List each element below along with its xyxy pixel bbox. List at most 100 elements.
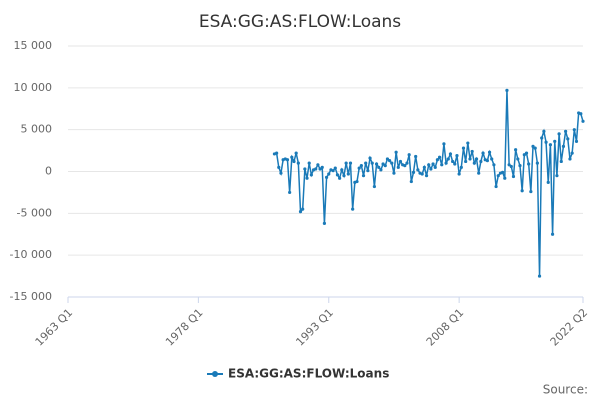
point: [366, 169, 370, 173]
point: [314, 167, 318, 171]
point: [379, 168, 383, 172]
point: [540, 136, 544, 140]
point: [427, 163, 431, 167]
point: [524, 151, 529, 155]
point: [392, 171, 396, 175]
point: [305, 176, 309, 180]
point: [383, 164, 387, 168]
point: [555, 174, 559, 178]
point: [568, 157, 572, 161]
point: [487, 150, 492, 154]
point: [570, 151, 574, 155]
point: [301, 207, 305, 211]
point: [374, 162, 379, 166]
y-tick-label: -15 000: [10, 290, 52, 303]
point: [346, 172, 350, 176]
legend-label: ESA:GG:AS:FLOW:Loans: [228, 367, 389, 381]
point: [448, 152, 453, 156]
point: [377, 165, 381, 169]
point: [470, 149, 474, 154]
point: [559, 159, 563, 164]
point: [285, 158, 290, 162]
point: [537, 274, 542, 278]
point: [275, 151, 279, 155]
point: [527, 162, 531, 166]
point: [298, 210, 303, 214]
point: [307, 161, 311, 165]
point: [292, 159, 296, 164]
point: [481, 151, 485, 155]
point: [566, 137, 570, 141]
point: [390, 161, 394, 165]
point: [316, 163, 320, 167]
point: [553, 139, 557, 143]
point: [405, 161, 409, 165]
point: [351, 207, 355, 211]
point: [327, 172, 331, 176]
point: [531, 144, 535, 148]
x-tick-label: 2008 Q1: [424, 306, 467, 349]
point: [416, 168, 420, 172]
point: [340, 168, 344, 172]
point: [414, 154, 418, 159]
point: [342, 174, 346, 178]
point: [516, 157, 520, 161]
point: [348, 161, 353, 165]
point: [546, 180, 550, 184]
point: [514, 148, 518, 152]
point: [490, 157, 494, 161]
point: [431, 162, 435, 166]
point: [361, 174, 366, 178]
point: [446, 157, 450, 161]
chart-title: ESA:GG:AS:FLOW:Loans: [199, 12, 401, 32]
point: [509, 164, 513, 169]
point: [492, 163, 496, 167]
point: [433, 165, 437, 169]
point: [453, 162, 457, 166]
point: [288, 190, 292, 195]
point: [320, 165, 324, 169]
point: [398, 159, 403, 164]
point: [466, 141, 470, 145]
point: [429, 167, 433, 171]
point: [511, 174, 516, 179]
point: [370, 161, 374, 165]
point: [385, 157, 390, 161]
y-tick-label: 10 000: [14, 81, 53, 94]
point: [279, 171, 283, 175]
point: [381, 162, 385, 166]
point: [422, 165, 426, 169]
point: [572, 128, 576, 132]
point: [544, 140, 548, 144]
point: [581, 119, 585, 123]
y-tick-label: -5 000: [17, 206, 52, 219]
source: Source:: [543, 383, 588, 397]
point: [333, 166, 337, 170]
point: [457, 172, 461, 176]
point: [309, 173, 313, 177]
point: [435, 158, 440, 162]
x-tick-label: 2022 Q2: [548, 306, 591, 349]
point: [407, 153, 411, 157]
point: [461, 146, 466, 150]
point: [368, 156, 372, 160]
point: [557, 132, 561, 136]
point: [472, 161, 476, 165]
x-tick-label: 1993 Q1: [293, 306, 336, 349]
point: [294, 151, 298, 155]
point: [496, 174, 500, 178]
point: [564, 129, 568, 133]
point: [355, 179, 359, 184]
point: [290, 155, 294, 159]
point: [388, 159, 392, 163]
line: [274, 90, 584, 277]
point: [331, 169, 335, 173]
point: [442, 142, 446, 146]
point: [394, 150, 398, 154]
point: [494, 184, 498, 189]
point: [409, 179, 413, 184]
point: [322, 221, 327, 225]
point: [579, 112, 583, 116]
point: [505, 88, 509, 92]
